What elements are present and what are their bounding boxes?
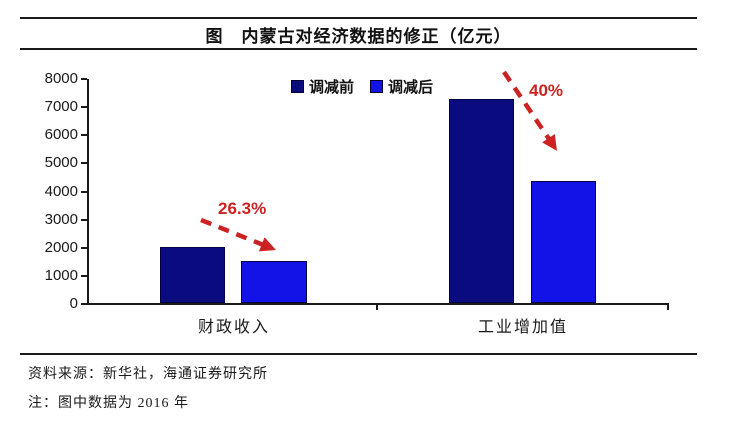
legend-swatch-before [291, 80, 304, 93]
y-tick-mark-7000 [81, 106, 87, 109]
bar-industry-before [449, 99, 514, 303]
x-axis-tick-mid [376, 304, 378, 310]
y-tick-label-1000: 1000 [44, 266, 78, 284]
y-tick-mark-8000 [81, 78, 87, 80]
footer-rule [20, 353, 697, 355]
y-tick-label-8000: 8000 [44, 70, 78, 87]
bar-fiscal-before [160, 246, 225, 303]
annotation-label-industry: 40% [529, 81, 564, 100]
y-tick-label-6000: 6000 [44, 126, 78, 144]
chart-title: 图 内蒙古对经济数据的修正（亿元） [205, 27, 512, 46]
arrow-fiscal-decline [200, 217, 276, 252]
legend-swatch-after [370, 80, 384, 93]
note-text: 注：图中数据为 2016 年 [28, 396, 189, 411]
legend-label-after: 调减后 [388, 80, 434, 96]
x-axis-label-fiscal: 财政收入 [197, 319, 270, 336]
y-tick-label-5000: 5000 [44, 154, 78, 172]
bar-fiscal-after [241, 260, 307, 303]
y-axis-line [87, 79, 89, 305]
legend-item-after: 调减后 [370, 76, 433, 97]
y-tick-mark-4000 [81, 190, 87, 193]
x-axis-tick-end [667, 304, 669, 310]
y-tick-mark-3000 [81, 218, 87, 221]
y-tick-mark-1000 [81, 274, 87, 277]
legend: 调减前 调减后 [291, 76, 433, 97]
y-tick-mark-2000 [81, 246, 87, 249]
y-tick-mark-5000 [81, 162, 87, 165]
y-tick-label-0: 0 [69, 295, 78, 312]
legend-item-before: 调减前 [291, 76, 354, 97]
x-axis-line [87, 303, 669, 305]
y-tick-mark-0 [81, 303, 87, 305]
y-tick-label-7000: 7000 [44, 98, 78, 116]
x-axis-label-industry: 工业增加值 [477, 319, 568, 336]
y-tick-label-2000: 2000 [44, 238, 78, 256]
y-tick-label-3000: 3000 [44, 210, 78, 228]
y-tick-mark-6000 [81, 134, 87, 137]
source-text: 资料来源：新华社，海通证券研究所 [28, 367, 268, 382]
bar-industry-after [531, 180, 596, 303]
title-bottom-rule [20, 48, 697, 50]
title-top-rule [20, 17, 697, 19]
y-tick-label-4000: 4000 [44, 182, 78, 200]
legend-label-before: 调减前 [309, 80, 355, 96]
annotation-label-fiscal: 26.3% [218, 199, 267, 218]
